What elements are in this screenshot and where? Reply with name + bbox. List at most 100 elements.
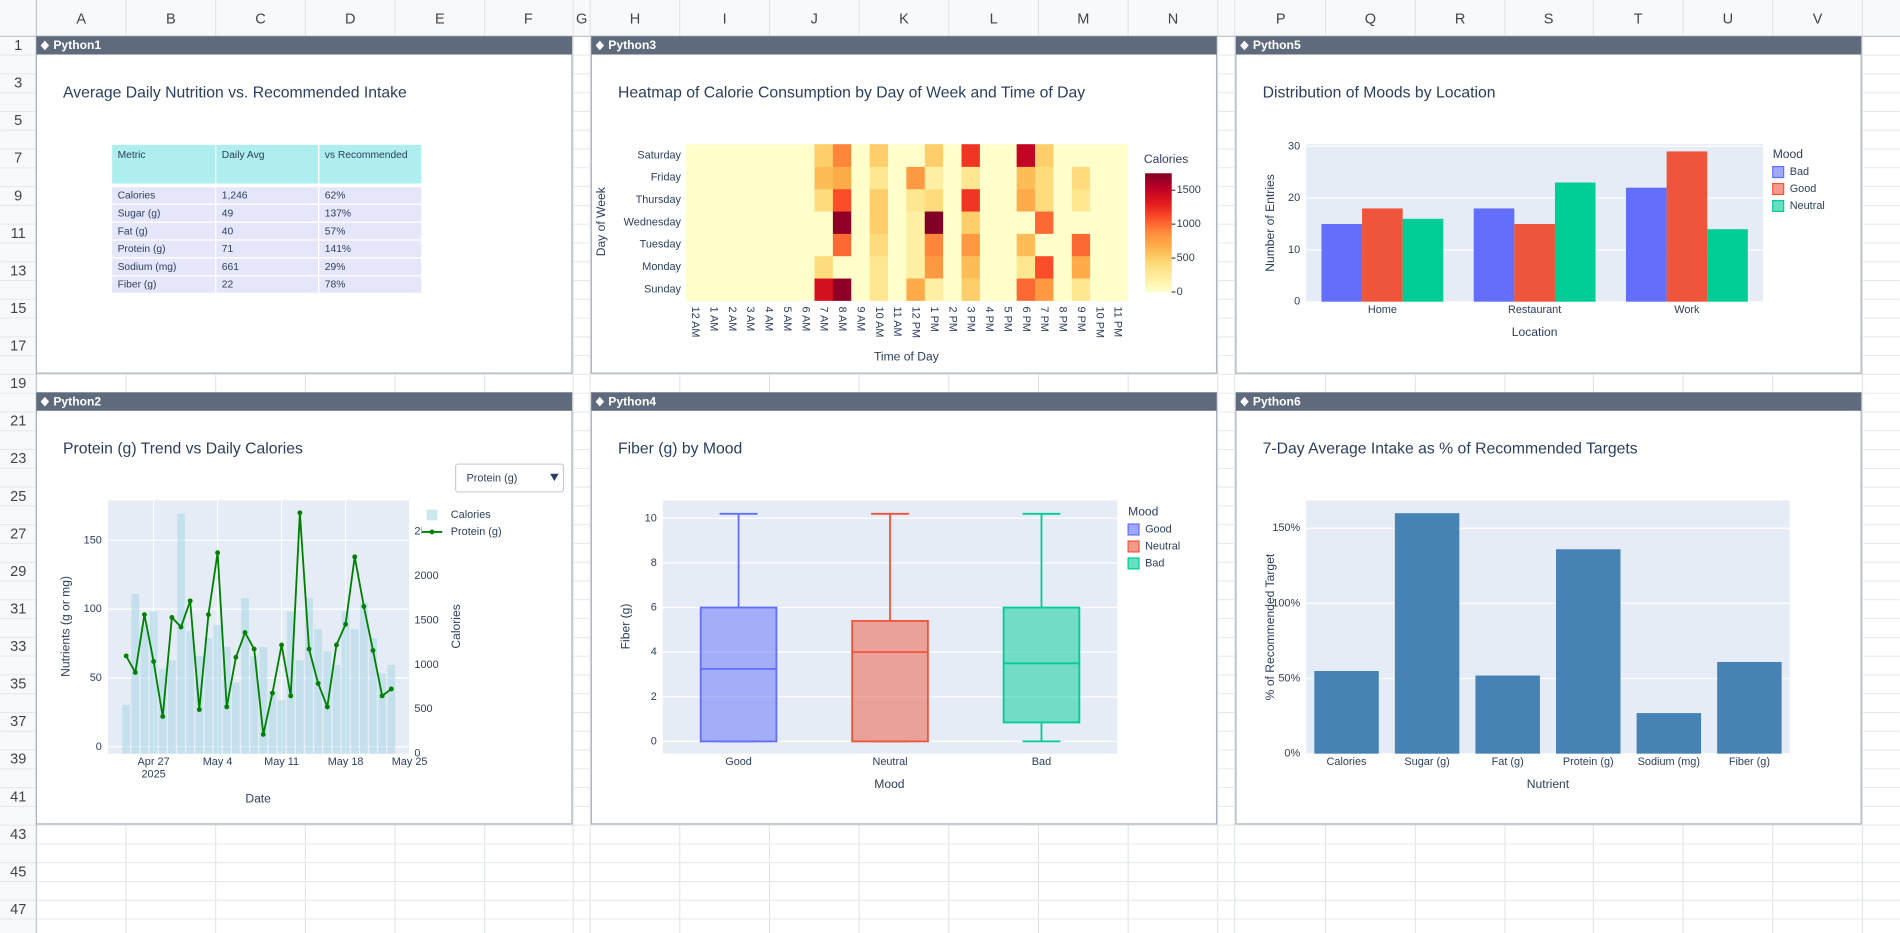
x-tick-label: 2 PM	[946, 307, 958, 332]
y-tick-label: Friday	[651, 172, 682, 184]
point	[215, 550, 221, 556]
dropdown-label[interactable]: Protein (g)	[467, 472, 518, 484]
legend-label: Good	[1790, 183, 1817, 195]
table-cell-text: 137%	[325, 208, 351, 219]
table-header-cell	[215, 143, 320, 185]
bar	[369, 638, 377, 754]
table-cell-text: Fiber (g)	[118, 279, 157, 290]
y-tick-label: 1500	[414, 614, 438, 626]
heatmap-cell	[1071, 233, 1091, 257]
heatmap-cell	[888, 188, 907, 212]
heatmap-cell	[1053, 144, 1073, 167]
table-cell-text: Fat (g)	[118, 226, 148, 237]
heatmap-cell	[961, 255, 981, 279]
heatmap-cell	[906, 211, 926, 234]
point	[132, 670, 138, 675]
heatmap-cell	[704, 188, 723, 212]
y-tick-label: 6	[651, 601, 657, 613]
heatmap-cell	[851, 255, 870, 279]
x-tick-label: 6 PM	[1020, 307, 1032, 332]
heatmap-cell	[759, 188, 779, 212]
heatmap-cell	[998, 233, 1018, 257]
bar	[1626, 187, 1667, 302]
column-header: U	[1723, 11, 1734, 27]
heatmap-cell	[796, 233, 815, 257]
heatmap-cell	[722, 166, 742, 190]
point	[233, 654, 239, 660]
table-cell	[318, 275, 423, 295]
row-header: 3	[14, 75, 22, 91]
point	[142, 612, 147, 618]
heatmap-cell	[722, 233, 742, 257]
bar	[140, 624, 149, 754]
bar	[1717, 661, 1782, 754]
point	[178, 624, 184, 630]
table-header: Metric	[118, 150, 146, 161]
bar	[177, 513, 185, 754]
heatmap-cell	[906, 255, 926, 279]
heatmap-cell	[814, 211, 834, 234]
x-tick-label: Calories	[1327, 756, 1368, 768]
x-tick-label: Sodium (mg)	[1638, 756, 1700, 768]
dropdown[interactable]	[455, 463, 565, 493]
y-tick-label: 10	[1288, 244, 1300, 256]
column-header: F	[524, 11, 533, 27]
x-tick-label: Bad	[1032, 756, 1051, 768]
legend-label: Neutral	[1790, 200, 1825, 212]
heatmap-cell	[814, 278, 834, 301]
heatmap-cell	[1108, 188, 1128, 212]
heatmap-cell	[704, 233, 723, 257]
bar	[1402, 218, 1444, 302]
heatmap-cell	[832, 188, 852, 212]
heatmap-cell	[740, 188, 760, 212]
bar	[231, 682, 240, 754]
row-header: 13	[10, 263, 26, 279]
y-tick-label: Monday	[642, 261, 681, 273]
point	[306, 646, 312, 652]
bar	[387, 664, 396, 754]
column-header: M	[1077, 11, 1089, 27]
heatmap-cell	[1108, 144, 1128, 167]
heatmap-cell	[740, 233, 760, 257]
bar	[149, 611, 158, 754]
legend-label: Good	[1145, 523, 1172, 535]
row-header: 27	[10, 526, 26, 542]
table-header-cell	[318, 143, 423, 185]
row-header: 9	[14, 188, 22, 204]
point	[151, 659, 157, 664]
x-tick-label: 3 AM	[744, 307, 756, 332]
heatmap-cell	[888, 144, 907, 167]
y-tick-label: Saturday	[637, 149, 681, 161]
y-tick-label: Sunday	[644, 283, 681, 295]
plot-area	[1306, 500, 1790, 754]
heatmap-cell	[851, 233, 870, 257]
heatmap-cell	[998, 144, 1018, 167]
table-header-cell	[110, 143, 217, 185]
bar	[295, 660, 304, 754]
heatmap-cell	[924, 144, 944, 167]
column-header: C	[255, 11, 265, 27]
heatmap-cell	[704, 144, 723, 167]
colorbar-title: Calories	[1144, 152, 1188, 166]
heatmap-cell	[777, 211, 797, 234]
row-header: 19	[10, 376, 26, 392]
x-tick-label: 11 PM	[1112, 307, 1124, 338]
heatmap-cell	[722, 278, 742, 301]
column-header-bar	[0, 0, 1900, 37]
heatmap-cell	[979, 233, 999, 257]
y-tick-label: 150%	[1272, 522, 1300, 534]
heatmap-cell	[943, 278, 962, 301]
panel-icon	[1240, 40, 1249, 51]
bar	[1473, 208, 1515, 302]
heatmap-cell	[1016, 211, 1036, 234]
heatmap-cell	[1090, 278, 1109, 301]
bar	[268, 691, 277, 754]
heatmap-cell	[1016, 255, 1036, 279]
y-tick-label: 0	[96, 741, 102, 753]
heatmap-cell	[979, 166, 999, 190]
box	[1002, 606, 1081, 724]
heatmap-cell	[998, 255, 1018, 279]
heatmap-cell	[832, 211, 852, 234]
x-tick-label: Work	[1674, 304, 1700, 316]
